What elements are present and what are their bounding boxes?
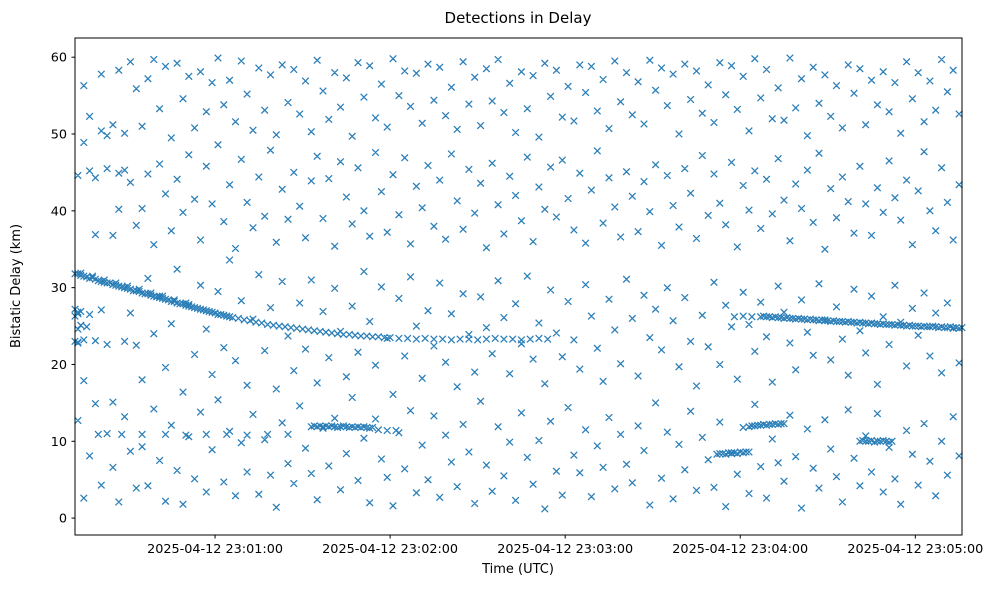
plot-frame — [74, 37, 963, 536]
chart-title: Detections in Delay — [445, 9, 592, 27]
y-axis-ticks: 0 10 20 30 40 50 60 — [51, 51, 75, 527]
x-tick-label: 2025-04-12 23:02:00 — [322, 542, 458, 557]
y-tick-label: 40 — [51, 204, 67, 219]
x-tick-label: 2025-04-12 23:05:00 — [847, 542, 983, 557]
x-axis-ticks: 2025-04-12 23:01:00 2025-04-12 23:02:00 20… — [147, 535, 983, 557]
y-tick-label: 60 — [51, 51, 67, 66]
y-axis-label: Bistatic Delay (km) — [9, 224, 24, 348]
y-tick-label: 20 — [51, 358, 67, 373]
y-tick-label: 30 — [51, 281, 67, 296]
x-axis-label: Time (UTC) — [481, 562, 554, 577]
x-tick-label: 2025-04-12 23:01:00 — [147, 542, 283, 557]
y-tick-label: 50 — [51, 128, 67, 143]
y-tick-label: 10 — [51, 435, 67, 450]
x-tick-label: 2025-04-12 23:03:00 — [497, 542, 633, 557]
y-tick-label: 0 — [59, 512, 67, 527]
x-tick-label: 2025-04-12 23:04:00 — [672, 542, 808, 557]
